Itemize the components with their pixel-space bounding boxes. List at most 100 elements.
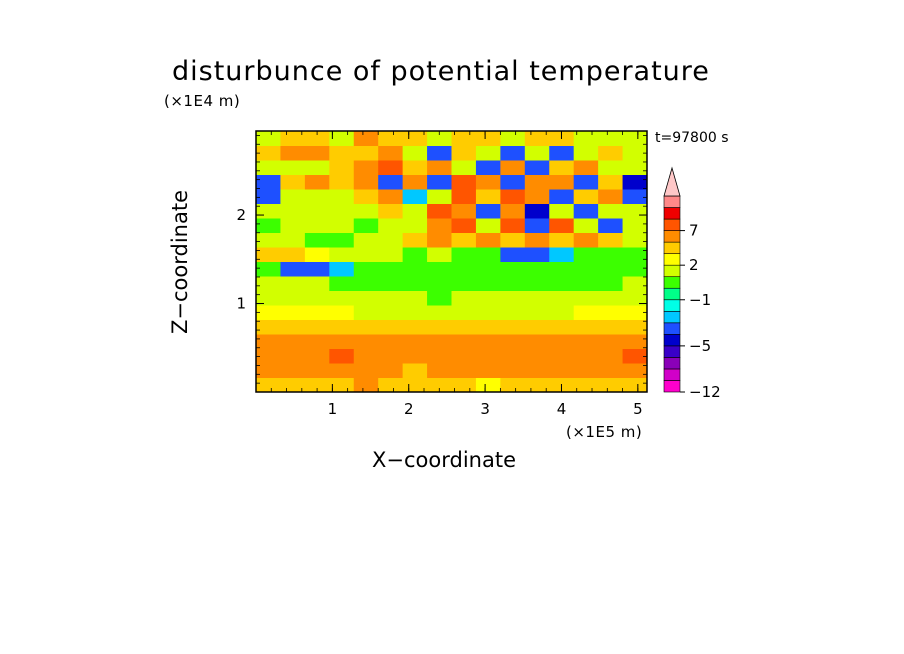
heatmap-cell [353, 145, 379, 161]
colorbar-tick-label: 7 [689, 222, 699, 240]
colorbar-segment [663, 345, 681, 358]
x-tick-label: 3 [480, 400, 490, 418]
heatmap-cell [622, 377, 648, 393]
heatmap-cell [622, 189, 648, 204]
heatmap-cell [598, 276, 624, 291]
heatmap-cell [353, 319, 379, 335]
heatmap-cell [475, 145, 501, 161]
heatmap-cell [598, 232, 624, 248]
heatmap-cell [280, 232, 306, 248]
heatmap-cell [524, 232, 550, 248]
heatmap-cell [353, 377, 379, 393]
heatmap-cell [304, 232, 330, 248]
heatmap-cell [402, 189, 428, 204]
heatmap-cell [622, 160, 648, 175]
heatmap-cell [500, 261, 526, 277]
heatmap-cell [549, 319, 575, 335]
heatmap-cell [304, 189, 330, 204]
heatmap-cell [280, 247, 306, 262]
heatmap-cell [451, 348, 477, 364]
heatmap-cell [573, 261, 599, 277]
heatmap-cell [329, 218, 355, 233]
heatmap-cell [353, 203, 379, 219]
heatmap-cell [378, 319, 404, 335]
heatmap-cell [573, 363, 599, 378]
heatmap-cell [622, 218, 648, 233]
heatmap-cell [427, 290, 452, 306]
heatmap-cell [573, 203, 599, 219]
heatmap-cell [500, 363, 526, 378]
heatmap-cell [256, 232, 281, 248]
heatmap-cell [378, 377, 404, 393]
heatmap-cell [451, 189, 477, 204]
heatmap-cell [598, 189, 624, 204]
heatmap-cell [329, 363, 355, 378]
heatmap-cell [280, 218, 306, 233]
heatmap-cell [549, 145, 575, 161]
heatmap-cell [402, 174, 428, 190]
heatmap-cell [353, 261, 379, 277]
heatmap-cell [427, 131, 452, 146]
heatmap-cell [427, 276, 452, 291]
heatmap-cell [256, 377, 281, 393]
colorbar-segment [663, 207, 681, 220]
heatmap-cell [402, 290, 428, 306]
heatmap-cell [475, 189, 501, 204]
heatmap-cell [402, 203, 428, 219]
heatmap-cell [524, 348, 550, 364]
heatmap-cell [451, 247, 477, 262]
heatmap-cell [378, 290, 404, 306]
heatmap-cell [524, 145, 550, 161]
heatmap-cell [402, 348, 428, 364]
x-tick-label: 4 [557, 400, 567, 418]
heatmap-cell [304, 290, 330, 306]
heatmap-cell [304, 319, 330, 335]
heatmap-cell [524, 247, 550, 262]
heatmap-cell [549, 261, 575, 277]
heatmap-cell [378, 174, 404, 190]
heatmap-cell [500, 305, 526, 320]
heatmap-cell [402, 247, 428, 262]
heatmap-cell [451, 276, 477, 291]
heatmap-cell [256, 203, 281, 219]
heatmap-cell [524, 189, 550, 204]
heatmap-cell [549, 247, 575, 262]
heatmap-cell [378, 348, 404, 364]
colorbar-segment [663, 310, 681, 324]
heatmap-cell [304, 160, 330, 175]
heatmap-cell [500, 218, 526, 233]
heatmap-cell [427, 232, 452, 248]
heatmap-cell [598, 160, 624, 175]
colorbar-tick-label: −5 [689, 337, 711, 355]
heatmap-cell [549, 348, 575, 364]
colorbar-tick-label: −12 [689, 383, 721, 401]
heatmap-cell [475, 377, 501, 393]
heatmap-cell [353, 232, 379, 248]
heatmap-cell [280, 261, 306, 277]
heatmap-cell [304, 203, 330, 219]
heatmap-cell [329, 189, 355, 204]
heatmap-cell [427, 203, 452, 219]
heatmap-cell [329, 145, 355, 161]
heatmap-cell [280, 348, 306, 364]
heatmap-cell [549, 305, 575, 320]
heatmap-cell [329, 174, 355, 190]
heatmap-cell [256, 305, 281, 320]
heatmap-cell [549, 363, 575, 378]
heatmap-cell [598, 218, 624, 233]
heatmap-cell [622, 145, 648, 161]
heatmap-cell [500, 348, 526, 364]
heatmap-cell [353, 334, 379, 349]
heatmap-cell [304, 174, 330, 190]
colorbar-segment [663, 230, 681, 243]
heatmap-cell [622, 363, 648, 378]
heatmap-cell [475, 174, 501, 190]
heatmap-cell [353, 276, 379, 291]
heatmap-cell [500, 160, 526, 175]
heatmap-cell [427, 160, 452, 175]
heatmap-cell [427, 189, 452, 204]
heatmap-cell [549, 174, 575, 190]
heatmap-cell [427, 247, 452, 262]
heatmap-cell [573, 348, 599, 364]
heatmap-cell [427, 319, 452, 335]
